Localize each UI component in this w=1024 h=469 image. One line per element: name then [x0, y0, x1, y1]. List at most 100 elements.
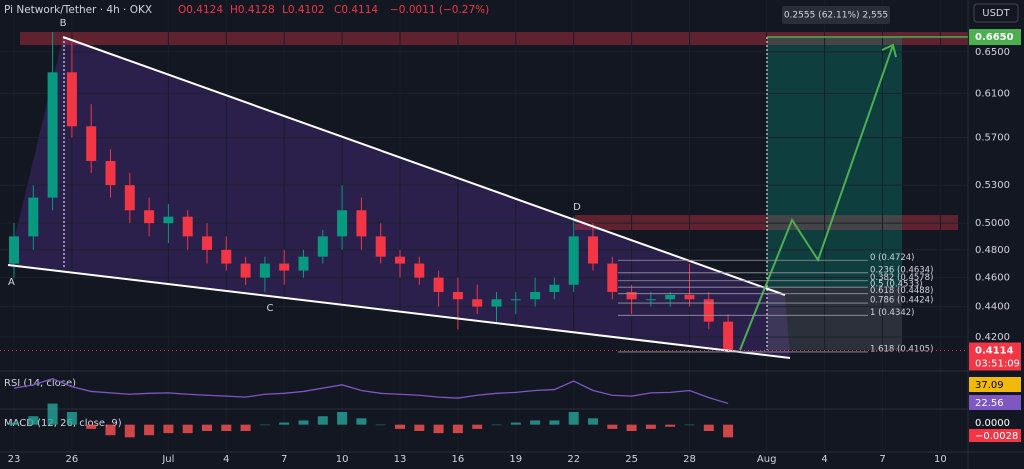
point-label: B — [60, 18, 67, 29]
macd-bar — [356, 418, 367, 425]
macd-bar — [202, 424, 212, 431]
macd-bar — [568, 412, 579, 425]
candle-body — [124, 185, 135, 211]
point-label: D — [573, 202, 581, 213]
macd-bar — [588, 418, 598, 425]
candle-body — [472, 299, 483, 307]
point-label: A — [8, 277, 15, 288]
candle-body — [182, 216, 193, 237]
macd-readout-box — [969, 416, 1021, 429]
candle-body — [259, 263, 270, 278]
y-tick-label: 0.5300 — [975, 180, 1010, 191]
macd-bar — [626, 424, 637, 431]
candle-body — [549, 284, 560, 292]
arrow-head — [881, 43, 897, 58]
rsi-readout-box — [969, 395, 1021, 410]
rsi-readout: 22.56 — [975, 398, 1004, 409]
y-tick-label: 0.6500 — [975, 47, 1010, 58]
candle-body — [47, 72, 58, 198]
macd-bar — [472, 424, 483, 429]
macd-bar — [375, 424, 386, 426]
macd-bar — [645, 424, 656, 429]
ohlc-readout: H0.4128 — [230, 4, 275, 16]
point-label: C — [267, 303, 274, 314]
macd-bar — [433, 424, 444, 434]
candle-body — [202, 236, 212, 250]
candle-body — [395, 256, 405, 264]
candle-body — [279, 263, 290, 271]
y-tick-label: 0.4600 — [975, 273, 1010, 284]
candle-body — [28, 197, 39, 237]
rsi-line — [13, 378, 729, 405]
currency: USDT — [982, 8, 1010, 19]
macd-bar — [66, 412, 77, 425]
candle-body — [645, 299, 656, 301]
x-tick-label: 22 — [567, 454, 580, 465]
support-trendline — [7, 264, 791, 359]
macd-title: MACD (12, 26, close, 9) — [4, 418, 122, 429]
macd-bar — [530, 420, 541, 425]
candle-body — [414, 263, 425, 278]
candle-body — [317, 236, 328, 257]
macd-bar — [259, 424, 270, 426]
macd-bar — [549, 420, 560, 425]
x-tick-label: 4 — [821, 454, 827, 465]
candle-body — [66, 72, 77, 127]
macd-bar — [163, 424, 174, 434]
ohlc-readout: O0.4124 — [178, 4, 223, 16]
candle-body — [9, 236, 19, 264]
measure-label: 0.2555 (62.11%) 2,555 — [784, 11, 888, 21]
macd-bar — [317, 416, 328, 425]
macd-readout: 0.0000 — [975, 418, 1010, 429]
candle-body — [337, 210, 348, 237]
stop-zone — [767, 287, 902, 350]
macd-bar — [124, 424, 135, 438]
price-tag-label: 0.6650 — [975, 32, 1014, 43]
candle-body — [221, 249, 232, 264]
macd-bar — [452, 424, 463, 434]
macd-bar — [182, 424, 193, 434]
x-tick-label: 7 — [879, 454, 885, 465]
x-tick-label: 10 — [934, 454, 947, 465]
macd-readout-box — [969, 429, 1021, 442]
macd-bar — [395, 424, 405, 429]
candle-body — [105, 160, 116, 186]
x-tick-label: 10 — [336, 454, 349, 465]
ohlc-readout: −0.0011 (−0.27%) — [390, 4, 489, 16]
candle-body — [452, 291, 463, 300]
candle-body — [530, 291, 541, 300]
macd-bar — [723, 424, 734, 438]
candle-body — [510, 299, 521, 301]
candle-body — [568, 236, 579, 285]
overlay: 0 (0.4724)0.236 (0.4634)0.382 (0.4578)0.… — [0, 29, 1021, 442]
fib-label: 0 (0.4724) — [870, 253, 914, 263]
candle-body — [588, 236, 598, 264]
candle-body — [607, 263, 618, 292]
measure-box — [782, 6, 890, 24]
y-tick-label: 0.4800 — [975, 245, 1010, 256]
x-tick-label: Aug — [757, 454, 777, 465]
x-tick-label: 7 — [281, 454, 287, 465]
macd-bar — [298, 420, 309, 425]
candle-body — [356, 210, 367, 237]
rsi-title: RSI (14, close) — [4, 378, 76, 389]
candle-body — [433, 277, 444, 292]
candle-body — [626, 291, 637, 300]
fib-label: 0.236 (0.4634) — [870, 265, 933, 275]
projection-arrow — [739, 44, 894, 351]
macd-bar — [221, 424, 232, 431]
fib-label: 0.786 (0.4424) — [870, 296, 933, 306]
candle-body — [163, 216, 174, 224]
resistance-zone — [20, 32, 968, 45]
macd-bar — [47, 403, 58, 425]
candle-body — [240, 263, 251, 278]
macd-bar — [9, 422, 19, 425]
ohlc-readout: L0.4102 — [282, 4, 325, 16]
price-tag — [969, 342, 1021, 371]
currency-box[interactable] — [973, 3, 1019, 23]
candle-body — [144, 210, 155, 224]
x-tick-label: 13 — [394, 454, 407, 465]
macd-bar — [703, 424, 714, 431]
y-tick-label: 0.5000 — [975, 218, 1010, 229]
macd-bar — [491, 424, 502, 426]
